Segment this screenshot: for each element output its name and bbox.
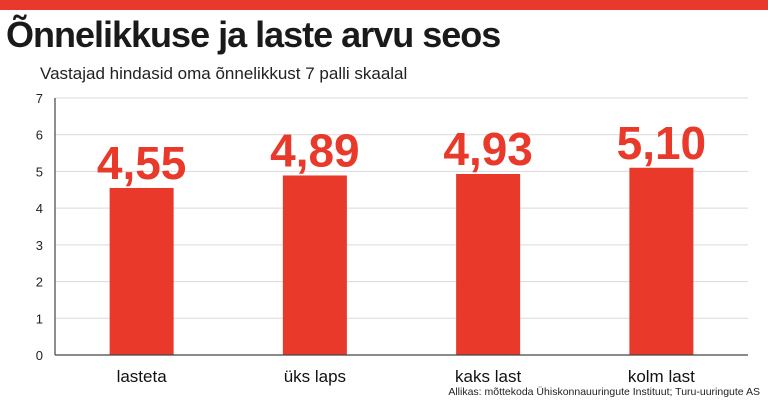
- y-tick-label: 5: [36, 164, 43, 179]
- chart-title: Õnnelikkuse ja laste arvu seos: [6, 14, 501, 55]
- source-note: Allikas: mõttekoda Ühiskonnauuringute In…: [448, 386, 760, 398]
- bar-value-label: 4,93: [443, 123, 533, 175]
- y-tick-label: 7: [36, 91, 43, 106]
- y-tick-label: 6: [36, 128, 43, 143]
- y-tick-label: 0: [36, 348, 43, 363]
- x-category-label: üks laps: [284, 367, 346, 386]
- bar: [109, 187, 174, 355]
- y-tick-label: 3: [36, 238, 43, 253]
- bar-value-label: 5,10: [617, 117, 707, 169]
- bar: [282, 175, 347, 355]
- y-tick-label: 2: [36, 275, 43, 290]
- x-category-label: kolm last: [628, 367, 695, 386]
- bar-value-label: 4,55: [97, 137, 187, 189]
- bar: [629, 167, 694, 355]
- bar-value-label: 4,89: [270, 124, 360, 176]
- y-tick-label: 1: [36, 311, 43, 326]
- x-category-label: lasteta: [117, 367, 168, 386]
- top-accent-bar: [0, 0, 768, 10]
- y-tick-label: 4: [36, 201, 43, 216]
- x-category-label: kaks last: [455, 367, 521, 386]
- bar: [456, 173, 521, 355]
- chart-subtitle: Vastajad hindasid oma õnnelikkust 7 pall…: [40, 64, 408, 83]
